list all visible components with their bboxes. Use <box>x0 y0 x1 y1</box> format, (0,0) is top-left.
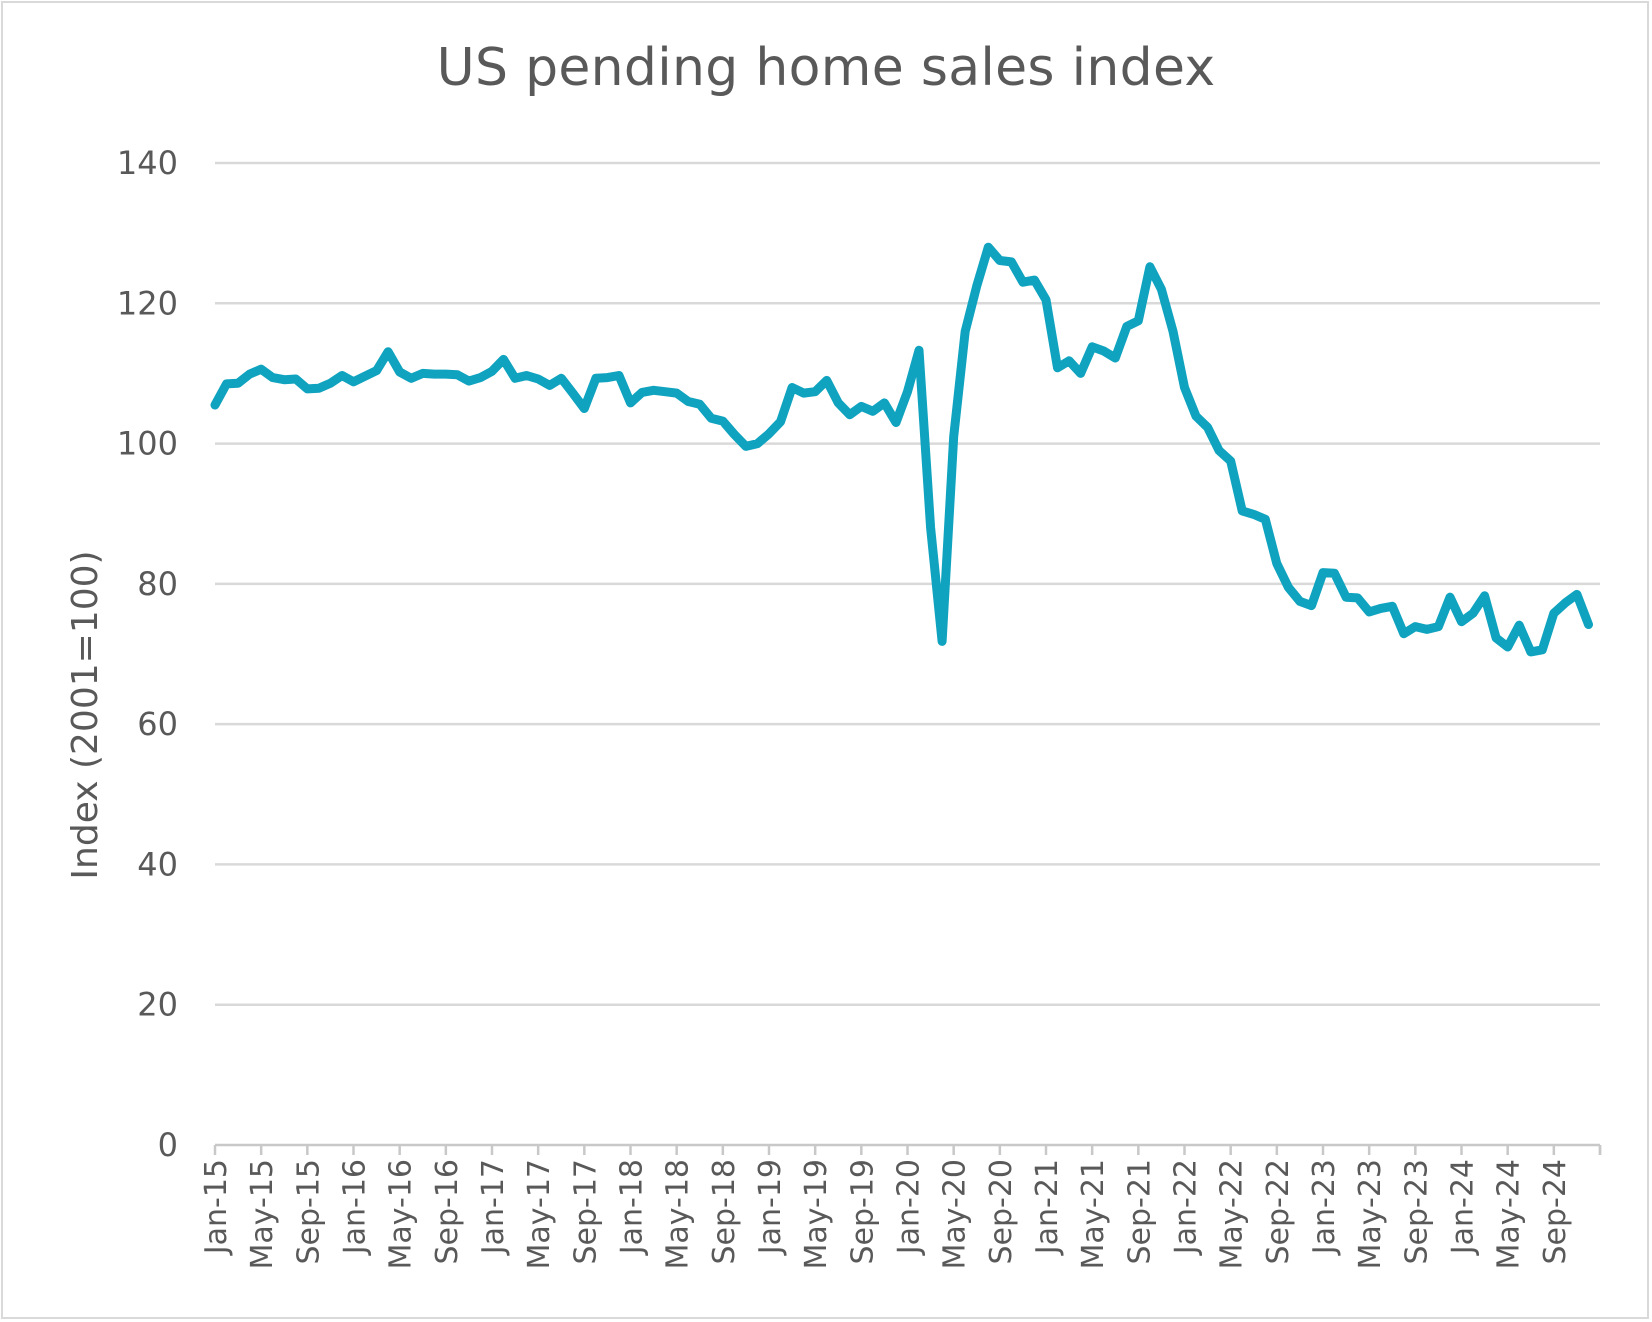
x-tick-label: Sep-20 <box>984 1159 1019 1265</box>
x-tick-label: Sep-18 <box>707 1159 742 1265</box>
x-tick-label: Sep-16 <box>430 1159 465 1265</box>
x-tick-label: May-18 <box>661 1159 696 1270</box>
x-tick-label: May-23 <box>1353 1159 1388 1270</box>
chart-title: US pending home sales index <box>436 38 1216 98</box>
x-tick-label: May-21 <box>1076 1159 1111 1270</box>
gridlines <box>215 161 1600 1006</box>
x-tick-label: May-19 <box>799 1159 834 1270</box>
y-tick-label: 20 <box>137 986 178 1024</box>
x-tick-label: Sep-21 <box>1122 1159 1157 1265</box>
x-tick-label: Sep-24 <box>1538 1159 1573 1265</box>
x-tick-label: Jan-16 <box>338 1159 373 1256</box>
x-tick-label: Jan-17 <box>476 1159 511 1256</box>
y-tick-label: 60 <box>137 705 178 743</box>
x-tick-label: Jan-21 <box>1030 1159 1065 1256</box>
x-tick-label: Jan-15 <box>199 1159 234 1256</box>
x-tick-label: Sep-17 <box>568 1159 603 1265</box>
x-axis <box>213 1143 1602 1155</box>
x-tick-label: May-20 <box>938 1159 973 1270</box>
y-axis-ticks: 0 20 40 60 80 100 120 140 <box>117 144 178 1164</box>
x-tick-label: Sep-22 <box>1261 1159 1296 1265</box>
x-tick-label: Jan-18 <box>615 1159 650 1256</box>
x-tick-label: May-22 <box>1215 1159 1250 1270</box>
y-tick-label: 40 <box>137 845 178 883</box>
x-tick-label: Jan-20 <box>892 1159 927 1256</box>
x-tick-label: May-16 <box>384 1159 419 1270</box>
x-tick-label: May-24 <box>1492 1159 1527 1270</box>
series-line <box>210 242 1593 657</box>
x-tick-label: Jan-23 <box>1307 1159 1342 1256</box>
y-tick-label: 80 <box>137 565 178 603</box>
y-tick-label: 0 <box>158 1126 178 1164</box>
y-tick-label: 100 <box>117 425 178 463</box>
y-tick-label: 140 <box>117 144 178 182</box>
x-axis-ticks: Jan-15 May-15 Sep-15 Jan-16 May-16 Sep-16 Jan-… <box>199 1159 1573 1270</box>
x-tick-label: May-17 <box>522 1159 557 1270</box>
x-tick-label: Sep-23 <box>1399 1159 1434 1265</box>
x-tick-label: Sep-19 <box>845 1159 880 1265</box>
y-axis-label: Index (2001=100) <box>65 550 106 879</box>
x-tick-label: Jan-22 <box>1169 1159 1204 1256</box>
x-tick-label: May-15 <box>245 1159 280 1270</box>
y-tick-label: 120 <box>117 284 178 322</box>
x-tick-label: Jan-19 <box>753 1159 788 1256</box>
x-tick-label: Sep-15 <box>291 1159 326 1265</box>
x-tick-label: Jan-24 <box>1446 1159 1481 1256</box>
